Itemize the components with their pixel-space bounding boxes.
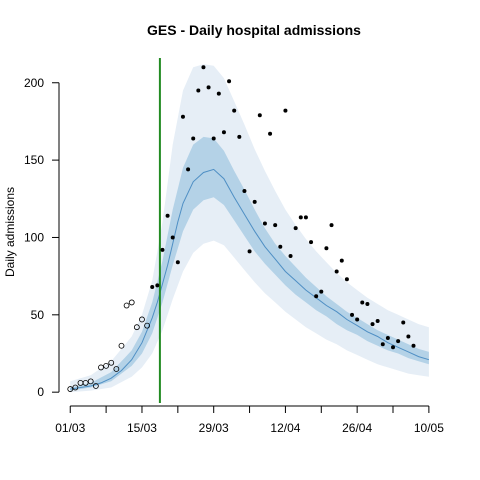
observed-point-predicted — [227, 79, 232, 84]
observed-point-predicted — [370, 322, 375, 327]
observed-point-predicted — [221, 130, 226, 135]
observed-point-predicted — [334, 269, 339, 274]
observed-point-predicted — [186, 167, 191, 172]
observed-point-predicted — [344, 277, 349, 282]
observed-point-predicted — [283, 108, 288, 113]
observed-point-predicted — [196, 88, 201, 93]
median-line — [70, 168, 430, 390]
observed-point-predicted — [411, 343, 416, 348]
y-axis: 0 50 100 150 200 — [24, 76, 60, 399]
observed-point-fitted — [128, 299, 135, 306]
observed-point-predicted — [155, 283, 160, 288]
observed-point-predicted — [339, 258, 344, 263]
observed-point-predicted — [375, 319, 380, 324]
observed-point-fitted — [98, 364, 104, 371]
observed-point-fitted — [133, 324, 140, 331]
observed-point-predicted — [247, 249, 252, 254]
observed-point-predicted — [309, 240, 314, 245]
observed-point-predicted — [293, 226, 298, 231]
observed-point-predicted — [165, 213, 170, 218]
x-tick-label: 01/03 — [55, 421, 85, 435]
observed-point-predicted — [365, 301, 370, 306]
median-line-group — [70, 168, 430, 390]
observed-point-predicted — [273, 223, 278, 228]
observed-point-predicted — [211, 136, 216, 141]
observed-point-predicted — [242, 189, 247, 194]
observed-point-predicted — [303, 215, 308, 220]
observed-point-fitted — [82, 379, 89, 386]
observed-point-fitted — [103, 362, 110, 369]
observed-point-predicted — [401, 320, 406, 325]
observed-point-predicted — [380, 342, 385, 347]
observed-point-fitted — [123, 302, 130, 309]
observed-point-predicted — [150, 284, 155, 289]
observed-point-fitted — [118, 342, 125, 349]
observed-point-predicted — [257, 113, 262, 118]
observed-point-fitted — [87, 378, 94, 385]
observed-point-predicted — [237, 134, 242, 139]
observed-point-fitted — [92, 383, 99, 389]
y-tick-label: 200 — [24, 76, 44, 90]
observed-points — [67, 65, 416, 392]
y-tick-label: 50 — [31, 308, 45, 322]
observed-point-predicted — [175, 260, 180, 265]
x-tick-label: 26/04 — [342, 421, 372, 435]
x-axis: 01/03 15/03 29/03 12/04 26/04 10/05 — [55, 405, 444, 435]
observed-point-predicted — [406, 334, 411, 339]
uncertainty-bands — [70, 64, 429, 393]
observed-point-predicted — [298, 215, 303, 220]
observed-point-predicted — [170, 235, 175, 240]
observed-point-fitted — [67, 386, 74, 392]
observed-point-predicted — [216, 91, 221, 96]
observed-point-predicted — [350, 312, 355, 317]
observed-point-fitted — [144, 322, 150, 329]
observed-point-predicted — [262, 221, 267, 226]
observed-point-predicted — [385, 336, 390, 341]
observed-point-predicted — [191, 136, 196, 141]
observed-point-predicted — [232, 108, 237, 113]
observed-point-predicted — [206, 85, 211, 90]
observed-point-predicted — [319, 289, 324, 294]
observed-point-predicted — [329, 223, 334, 228]
observed-point-fitted — [113, 366, 120, 372]
observed-point-predicted — [355, 317, 360, 322]
observed-point-predicted — [288, 254, 293, 259]
observed-point-predicted — [201, 65, 206, 70]
y-tick-label: 150 — [24, 153, 44, 167]
observed-point-predicted — [278, 244, 283, 249]
x-tick-label: 10/05 — [414, 421, 444, 435]
observed-point-predicted — [360, 300, 365, 305]
x-tick-label: 12/04 — [270, 421, 300, 435]
observed-point-predicted — [396, 339, 401, 344]
observed-point-predicted — [391, 345, 396, 350]
observed-point-predicted — [160, 247, 165, 252]
observed-point-predicted — [180, 114, 185, 119]
y-tick-label: 100 — [24, 230, 44, 244]
observed-point-fitted — [139, 316, 145, 323]
observed-point-fitted — [108, 359, 115, 366]
x-tick-label: 29/03 — [199, 421, 229, 435]
x-tick-label: 15/03 — [127, 421, 157, 435]
observed-point-fitted — [72, 384, 79, 391]
y-axis-label: Daily admissions — [3, 187, 17, 277]
observed-point-predicted — [324, 246, 329, 251]
observed-point-predicted — [314, 294, 319, 299]
observed-point-predicted — [252, 199, 257, 204]
y-tick-label: 0 — [37, 385, 44, 399]
observed-point-predicted — [268, 131, 273, 136]
chart-title: GES - Daily hospital admissions — [147, 22, 361, 38]
